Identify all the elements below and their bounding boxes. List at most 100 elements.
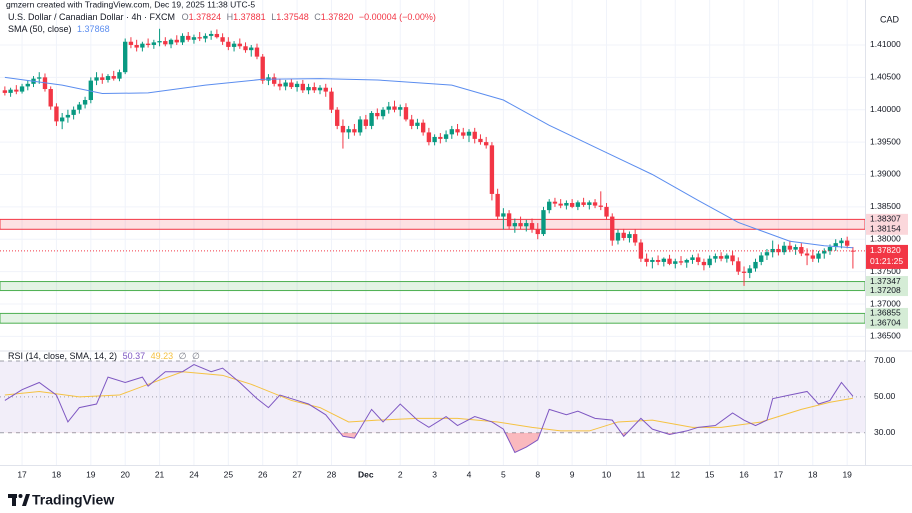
rsi-ma-value: 49.23 <box>151 351 174 361</box>
legend-label: H <box>227 12 234 22</box>
candle-body <box>816 253 821 259</box>
candle-body <box>741 271 747 273</box>
x-tick-label: 26 <box>258 469 268 479</box>
zone-label-box <box>866 223 908 235</box>
legend-change: −0.00004 (−0.00%) <box>359 12 436 22</box>
candle-body <box>604 206 609 217</box>
candle-body <box>140 43 145 48</box>
candle-body <box>443 134 449 139</box>
candle-body <box>54 106 59 122</box>
y-tick-label: 1.39500 <box>870 136 901 146</box>
candle-body <box>781 245 787 253</box>
candle-body <box>461 132 466 136</box>
rsi-value: 50.37 <box>123 351 146 361</box>
candle-body <box>667 258 672 264</box>
candle-body <box>94 77 99 81</box>
candle-body <box>506 213 512 227</box>
candle-body <box>610 216 615 241</box>
x-tick-label: 15 <box>705 469 715 479</box>
candle-body <box>650 259 655 262</box>
zone-label: 1.38307 <box>870 214 901 224</box>
brand-name: TradingView <box>32 492 114 508</box>
candle-body <box>82 100 88 105</box>
candle-body <box>827 247 833 251</box>
candle-body <box>718 256 724 259</box>
y-tick-label: 1.40500 <box>870 72 901 82</box>
grid-layer <box>0 0 865 465</box>
candle-body <box>254 47 260 57</box>
x-tick-label: 21 <box>155 469 165 479</box>
zone <box>0 281 866 292</box>
logo-part <box>22 494 30 506</box>
candle-body <box>466 131 472 136</box>
candle-body <box>844 240 850 246</box>
candle-body <box>696 257 701 262</box>
y-tick-label: 1.36500 <box>870 331 901 341</box>
candle-body <box>398 107 403 110</box>
candle-body <box>736 261 741 272</box>
x-tick-label: 28 <box>327 469 337 479</box>
candle-body <box>541 210 546 235</box>
x-tick-label: 12 <box>671 469 681 479</box>
x-tick-label: 19 <box>86 469 96 479</box>
candle-body <box>352 129 357 133</box>
candle-body <box>810 255 815 259</box>
candle-body <box>306 87 311 91</box>
rsi-legend: RSI (14, close, SMA, 14, 2) 50.37 49.23 … <box>8 351 200 361</box>
candle-body <box>501 213 506 217</box>
zone-label-box <box>866 307 908 319</box>
zone-label: 1.37347 <box>870 276 901 286</box>
candle-body <box>753 261 758 269</box>
candle-body <box>277 83 283 87</box>
candle-body <box>420 122 426 133</box>
sma-name: SMA (50, close) <box>8 24 72 34</box>
candle-body <box>340 125 346 133</box>
candle-body <box>380 109 386 117</box>
candle-body <box>535 229 540 235</box>
candle-body <box>392 106 397 110</box>
candle-body <box>134 44 139 48</box>
x-tick-label: 18 <box>52 469 62 479</box>
candle-body <box>415 122 420 126</box>
candle-body <box>747 268 752 273</box>
y-tick-label: 1.40000 <box>870 104 901 114</box>
candle-body <box>472 131 477 139</box>
candle-body <box>713 256 718 259</box>
rsi-tick-label: 30.00 <box>874 427 896 437</box>
candle-body <box>123 41 128 73</box>
x-tick-label: 17 <box>774 469 784 479</box>
logo-part <box>18 494 23 498</box>
legend-value: 1.37881 <box>233 12 266 22</box>
candle-body <box>283 82 288 87</box>
candle-body <box>489 145 495 194</box>
candle-body <box>363 119 369 126</box>
watermark: gmzern created with TradingView.com, Dec… <box>6 0 255 9</box>
y-tick-label: 1.37500 <box>870 266 901 276</box>
candle-body <box>787 245 793 250</box>
candle-body <box>312 87 317 91</box>
candle-body <box>260 56 265 81</box>
candle-body <box>151 42 157 45</box>
x-tick-label: 18 <box>808 469 818 479</box>
candle-body <box>839 240 844 244</box>
candle-body <box>621 232 626 238</box>
zone-label: 1.36855 <box>870 308 901 318</box>
x-tick-label: 2 <box>398 469 403 479</box>
candle-body <box>558 203 563 206</box>
candle-body <box>724 255 730 259</box>
candle-body <box>707 258 712 266</box>
x-tick-label: 24 <box>189 469 199 479</box>
candle-body <box>231 43 237 47</box>
legend-value: 1.37824 <box>189 12 222 22</box>
candle-body <box>547 201 552 211</box>
candle-body <box>455 129 460 133</box>
zone-label-box <box>866 317 908 329</box>
candle-body <box>271 77 277 84</box>
candle-body <box>243 46 248 51</box>
candle-body <box>449 129 454 135</box>
candle-body <box>730 255 735 262</box>
candle-body <box>19 86 25 92</box>
candle-body <box>833 243 838 248</box>
